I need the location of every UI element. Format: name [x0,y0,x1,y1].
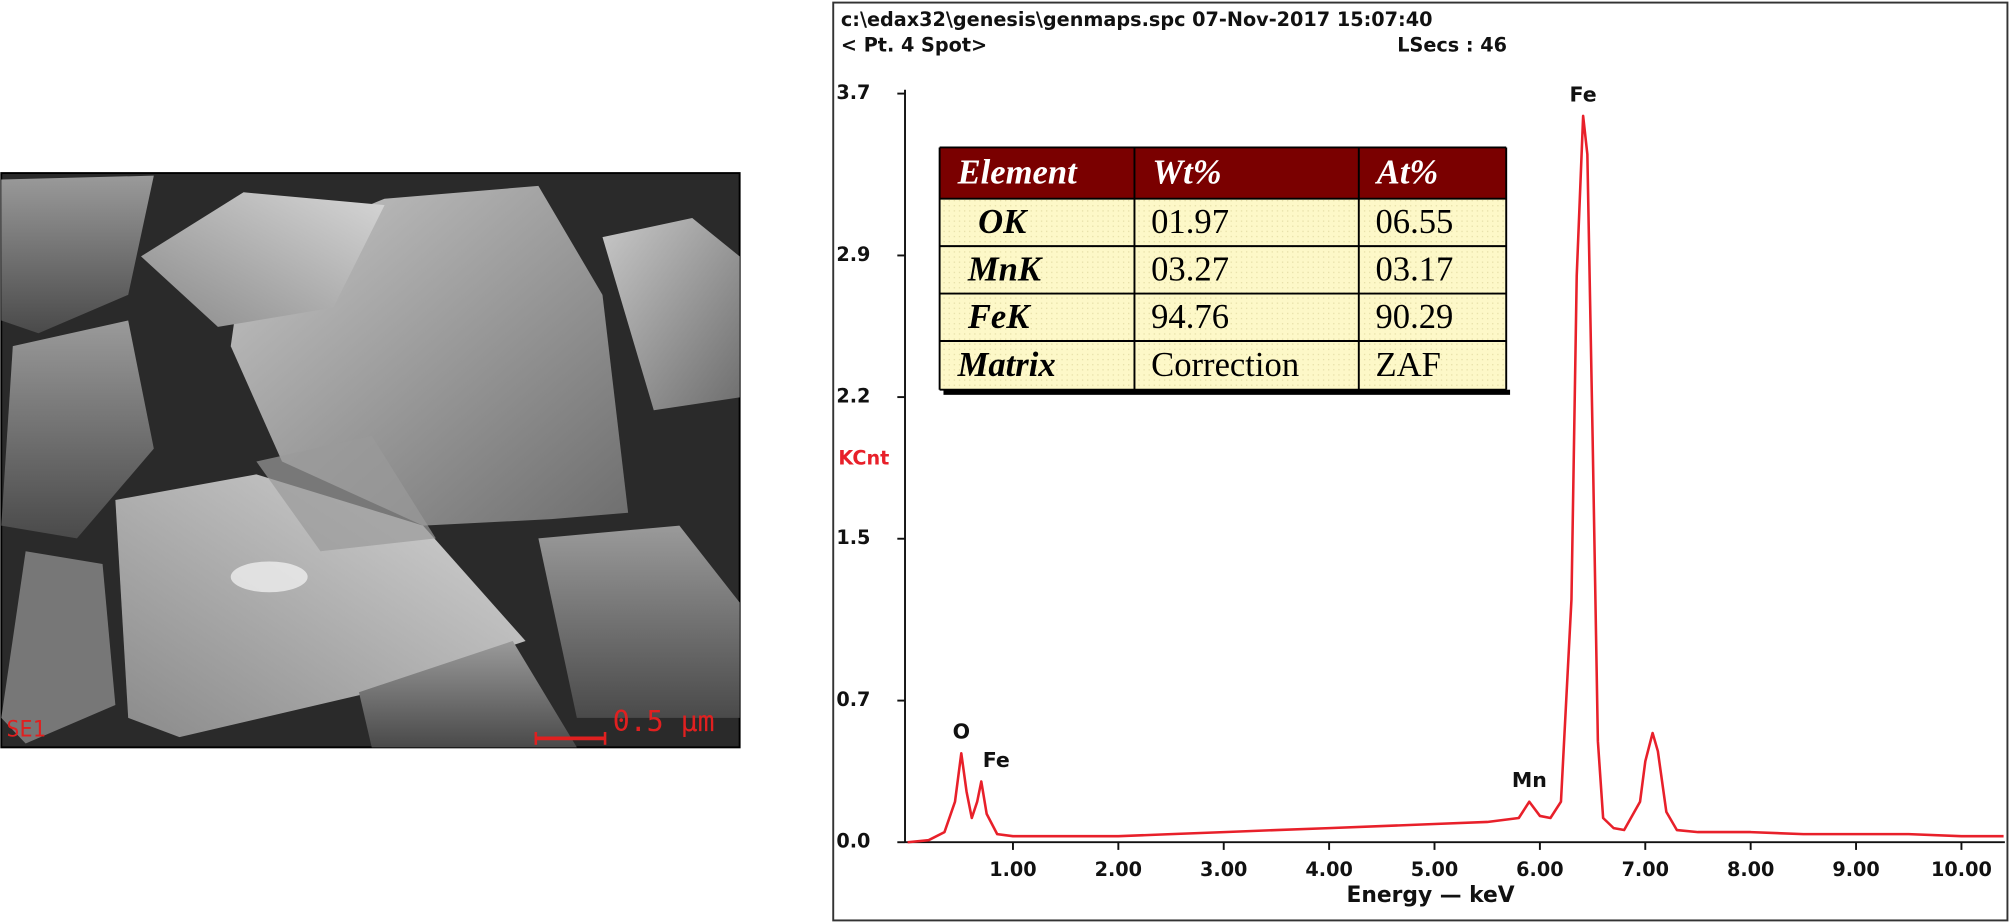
table-cell: ZAF [1375,346,1440,384]
chart-title: c:\edax32\genesis\genmaps.spc 07-Nov-201… [841,8,1433,31]
x-tick-label: 2.00 [1095,858,1142,881]
chart-subtitle: < Pt. 4 Spot> [841,34,987,57]
table-cell: Correction [1151,346,1299,384]
table-cell: 01.97 [1151,203,1229,241]
x-axis-label: Energy — keV [1347,883,1515,908]
result-table: Element Wt% At% OK 01.97 06.55 MnK 03.27 03.17 Fe… [938,146,1511,395]
scale-label: 0.5 µm [613,705,715,738]
x-tick-label: 5.00 [1411,858,1458,881]
x-tick-label: 9.00 [1832,858,1879,881]
spectrum-line [907,114,2004,844]
table-shadow [943,389,1511,395]
x-tick-label: 3.00 [1200,858,1247,881]
table-cell: 03.27 [1151,250,1229,288]
x-tick-label: 4.00 [1305,858,1352,881]
table-header-bg [939,147,1507,199]
table-header: Wt% [1152,154,1221,192]
y-tick-label: 0.0 [836,830,870,853]
chart-frame [832,1,2009,922]
y-tick-label: 0.7 [836,688,870,711]
sem-image: SE1 0.5 µm [0,172,741,749]
table-cell: MnK [967,250,1044,288]
table-cell: OK [978,203,1029,241]
y-tick-label: 3.7 [836,81,870,104]
detector-label: SE1 [6,718,45,743]
x-tick-label: 6.00 [1516,858,1563,881]
plot: 0.0 0.7 1.5 2.2 2.9 3.7 1.00 2.00 3.00 4.00 5.00 6.… [836,81,2004,881]
table-cell: Matrix [957,346,1056,384]
table-cell: FeK [967,298,1032,336]
peak-label: Fe [1570,82,1597,106]
table-cell: 06.55 [1375,203,1453,241]
table-header: At% [1375,154,1439,192]
x-tick-label: 8.00 [1727,858,1774,881]
x-tick-label: 10.00 [1931,858,1992,881]
peak-label: Mn [1512,768,1547,792]
live-time: LSecs : 46 [1397,34,1507,57]
table-cell: 94.76 [1151,298,1229,336]
y-axis-label: KCnt [838,446,889,469]
y-tick-label: 1.5 [836,526,870,549]
x-tick-label: 1.00 [989,858,1036,881]
x-tick-label: 7.00 [1622,858,1669,881]
y-tick-label: 2.9 [836,243,870,266]
y-tick-label: 2.2 [836,385,870,408]
peak-label: O [953,720,970,744]
table-header: Element [957,154,1079,192]
peak-label: Fe [983,748,1010,772]
table-cell: 90.29 [1375,298,1453,336]
table-cell: 03.17 [1375,250,1453,288]
